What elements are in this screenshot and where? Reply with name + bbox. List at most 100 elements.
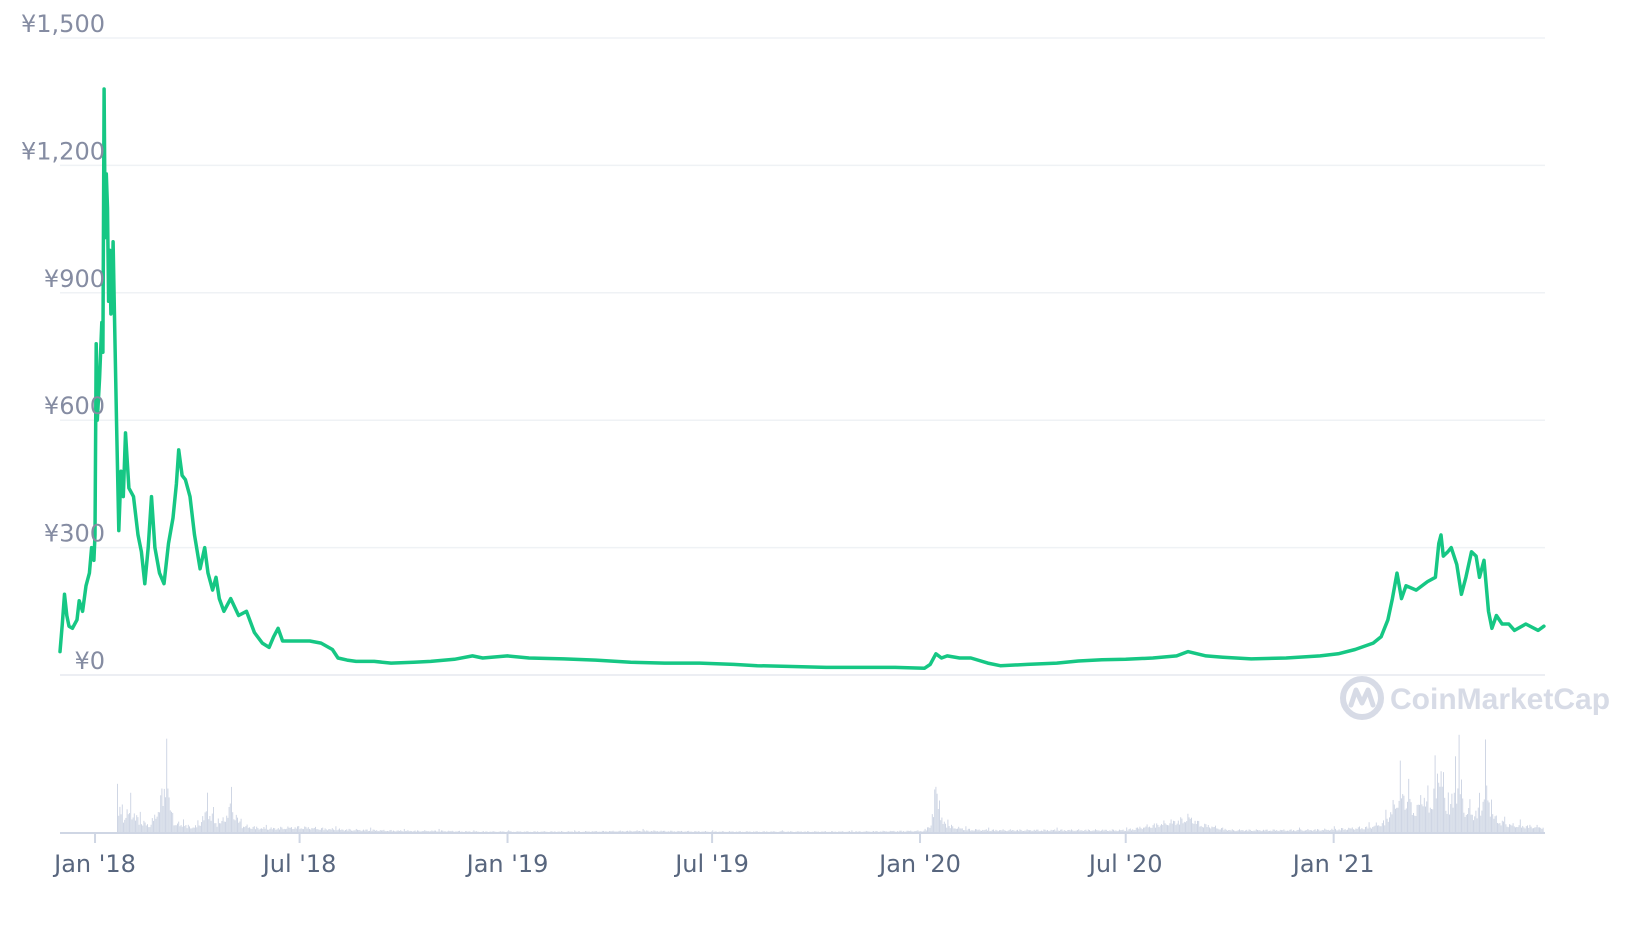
volume-bar xyxy=(1141,829,1143,833)
volume-bar xyxy=(147,824,148,833)
volume-bar xyxy=(1187,813,1189,833)
volume-bar xyxy=(324,828,326,833)
volume-bar xyxy=(1182,823,1184,833)
volume-bar xyxy=(1501,820,1503,833)
volume-bar xyxy=(231,786,232,833)
volume-bar xyxy=(209,816,211,833)
x-tick-label: Jul '18 xyxy=(261,850,337,878)
volume-bar xyxy=(161,788,163,833)
volume-bar xyxy=(135,820,136,833)
volume-bar xyxy=(129,813,130,833)
volume-bar xyxy=(1344,829,1346,833)
volume-bar xyxy=(1036,829,1038,833)
volume-bar xyxy=(383,829,385,833)
volume-bar xyxy=(1362,829,1364,833)
volume-bar xyxy=(1123,830,1125,833)
volume-bar xyxy=(177,823,178,833)
volume-bar xyxy=(1131,830,1132,833)
volume-bar xyxy=(1093,830,1095,833)
volume-bar xyxy=(1333,826,1335,833)
volume-bar xyxy=(191,828,193,833)
volume-bar xyxy=(1449,814,1450,833)
volume-bar xyxy=(1284,830,1286,833)
volume-bar xyxy=(300,828,302,833)
volume-bar xyxy=(1307,828,1309,833)
volume-bar xyxy=(508,830,510,833)
volume-bar xyxy=(1222,827,1224,833)
volume-bar xyxy=(1037,829,1039,833)
volume-bar xyxy=(125,817,127,833)
volume-bar xyxy=(190,828,192,833)
volume-bar xyxy=(342,829,344,833)
volume-bar xyxy=(1498,823,1500,833)
volume-bar xyxy=(1231,829,1233,833)
volume-bar xyxy=(907,830,909,833)
volume-bar xyxy=(1414,815,1416,833)
volume-bar xyxy=(1102,829,1104,833)
volume-bar xyxy=(130,792,132,833)
volume-bar xyxy=(283,828,285,833)
volume-bar xyxy=(1050,829,1052,833)
volume-bar xyxy=(1509,824,1510,833)
volume-bar xyxy=(352,830,354,833)
volume-bar xyxy=(240,818,242,833)
volume-bar xyxy=(175,825,177,833)
volume-bar xyxy=(952,826,954,833)
volume-bar xyxy=(316,829,318,833)
volume-bar xyxy=(1252,830,1254,833)
volume-bar xyxy=(1308,830,1310,833)
volume-bar xyxy=(305,826,307,833)
volume-bar xyxy=(330,829,332,833)
volume-bar xyxy=(1132,829,1134,833)
volume-bar xyxy=(946,827,948,833)
volume-bar xyxy=(882,830,884,833)
volume-bar xyxy=(949,828,951,833)
volume-bar xyxy=(459,830,460,833)
volume-bar xyxy=(1313,830,1315,833)
volume-bar xyxy=(1110,830,1112,833)
volume-bar xyxy=(1336,830,1338,833)
volume-bar xyxy=(1474,816,1476,833)
volume-bar xyxy=(222,817,224,833)
volume-bar xyxy=(964,830,966,833)
volume-bar xyxy=(1237,830,1239,833)
volume-bar xyxy=(366,829,368,833)
volume-bar xyxy=(1104,829,1106,833)
volume-bar xyxy=(138,824,140,833)
volume-bar xyxy=(1342,828,1344,833)
volume-bar xyxy=(1297,829,1299,833)
volume-bar xyxy=(162,806,164,833)
volume-bar xyxy=(1309,830,1311,833)
volume-bar xyxy=(334,830,336,833)
volume-bar xyxy=(435,830,436,833)
volume-bar xyxy=(1221,828,1222,833)
volume-bar xyxy=(1458,734,1460,833)
volume-bar xyxy=(940,820,942,833)
volume-bar xyxy=(601,830,603,833)
volume-bar xyxy=(298,826,300,833)
volume-bar xyxy=(448,830,450,833)
volume-bar xyxy=(389,830,391,833)
volume-bar xyxy=(1438,782,1440,833)
volume-bar xyxy=(1144,827,1146,833)
volume-bar xyxy=(1377,825,1378,833)
volume-bar xyxy=(1391,814,1393,833)
volume-bar xyxy=(947,819,949,833)
volume-bar xyxy=(238,822,240,833)
volume-bar xyxy=(1443,772,1444,833)
volume-bar xyxy=(1009,829,1011,833)
volume-bar xyxy=(990,830,992,833)
volume-bar xyxy=(1002,829,1004,833)
volume-bar xyxy=(1223,830,1225,833)
volume-bar xyxy=(183,819,184,833)
volume-bar xyxy=(1133,830,1135,833)
volume-bar xyxy=(1211,826,1213,833)
volume-bar xyxy=(1537,827,1539,833)
volume-bar xyxy=(966,830,968,833)
volume-bar xyxy=(418,830,420,833)
volume-bar xyxy=(1246,829,1248,833)
volume-bar xyxy=(179,826,181,833)
volume-bar xyxy=(1489,816,1491,833)
x-tick-label: Jan '19 xyxy=(465,850,549,878)
volume-bar xyxy=(232,812,234,833)
